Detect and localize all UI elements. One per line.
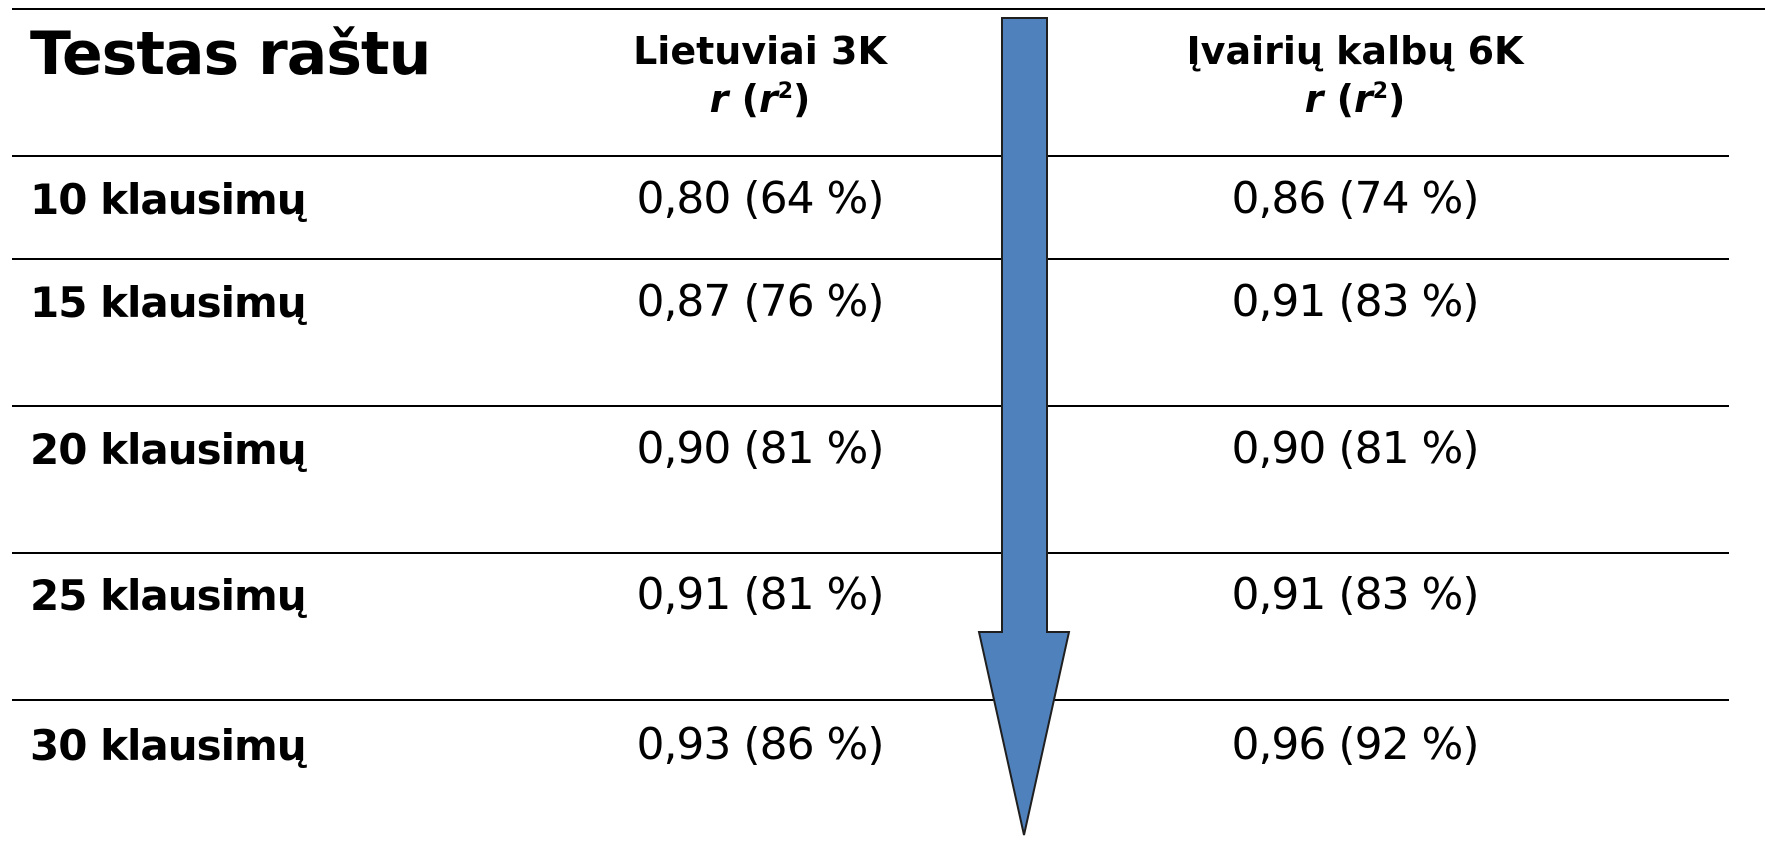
column-header-metric: r (r2)	[1304, 77, 1406, 121]
column-header-metric: r (r2)	[709, 77, 811, 121]
table-cell: 0,96 (92 %)	[1231, 719, 1479, 770]
table-title: Testas raštu	[30, 19, 431, 89]
row-label: 20 klausimų	[30, 425, 307, 474]
row-separator	[12, 258, 1729, 260]
row-separator	[12, 552, 1729, 554]
table-top-rule	[12, 8, 1765, 10]
column-header-lietuviai: Lietuviai 3K r (r2)	[500, 32, 1020, 118]
table-cell: 0,91 (83 %)	[1231, 569, 1479, 620]
table-cell: 0,91 (81 %)	[636, 569, 884, 620]
table-cell: 0,93 (86 %)	[636, 719, 884, 770]
column-header-name: Įvairių kalbų 6K	[1186, 29, 1524, 73]
table-cell: 0,90 (81 %)	[1231, 423, 1479, 474]
row-label: 15 klausimų	[30, 278, 307, 327]
table-cell: 0,90 (81 %)	[636, 423, 884, 474]
row-label: 10 klausimų	[30, 175, 307, 224]
table-cell: 0,80 (64 %)	[636, 173, 884, 224]
table-cell: 0,86 (74 %)	[1231, 173, 1479, 224]
table-cell: 0,87 (76 %)	[636, 276, 884, 327]
column-header-ivairiu-kalbu: Įvairių kalbų 6K r (r2)	[1095, 32, 1615, 118]
header-rule	[12, 155, 1729, 157]
row-separator	[12, 699, 1729, 701]
row-label: 25 klausimų	[30, 571, 307, 620]
table-cell: 0,91 (83 %)	[1231, 276, 1479, 327]
row-label: 30 klausimų	[30, 721, 307, 770]
row-separator	[12, 405, 1729, 407]
column-header-name: Lietuviai 3K	[633, 29, 887, 73]
